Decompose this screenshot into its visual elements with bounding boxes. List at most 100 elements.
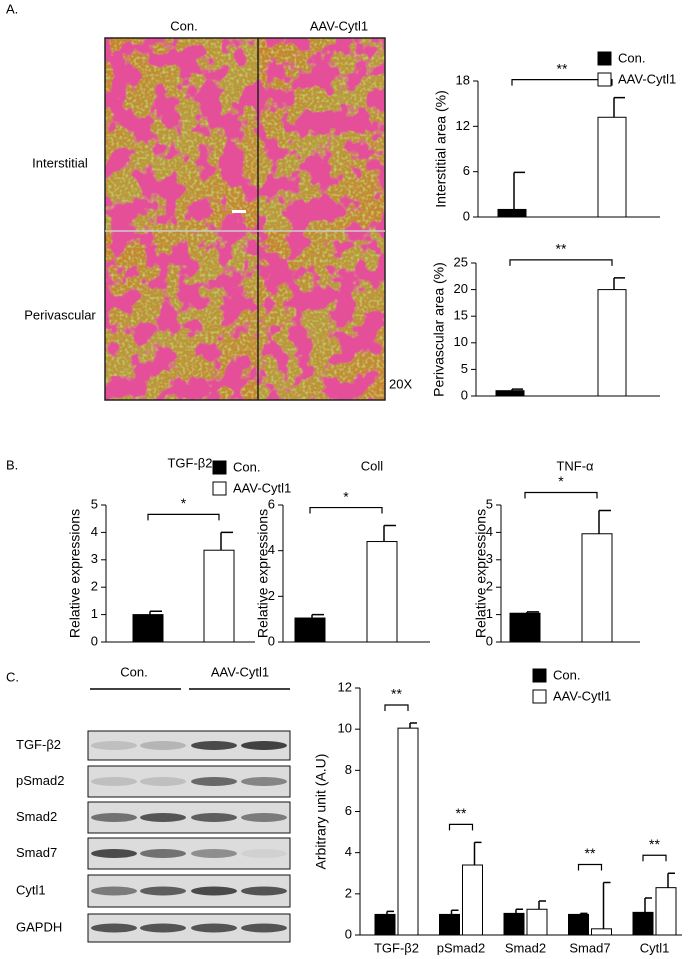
significance-label: ** bbox=[556, 241, 567, 257]
panel-label: C. bbox=[6, 669, 19, 684]
blot-band bbox=[140, 886, 186, 896]
y-tick-label: 10 bbox=[454, 334, 468, 349]
error-bar bbox=[667, 872, 675, 888]
significance-bracket bbox=[309, 506, 383, 514]
blot-band bbox=[191, 777, 237, 786]
blot-row-label: Smad7 bbox=[16, 845, 57, 860]
blot-band bbox=[91, 777, 137, 786]
y-tick-label: 8 bbox=[345, 762, 352, 777]
blot-band bbox=[91, 886, 137, 896]
y-tick-label: 2 bbox=[91, 579, 98, 594]
error-bar bbox=[149, 610, 162, 615]
blot-band bbox=[191, 813, 237, 822]
blot-row-label: GAPDH bbox=[16, 919, 62, 934]
histology-images bbox=[104, 37, 386, 401]
y-tick-label: 5 bbox=[486, 496, 493, 511]
x-tick-label: Smad7 bbox=[569, 940, 610, 955]
chart-title: TGF-β2 bbox=[167, 455, 212, 470]
error-bar bbox=[613, 277, 625, 290]
error-bar bbox=[220, 531, 233, 551]
bar bbox=[397, 727, 419, 936]
y-tick-label: 4 bbox=[486, 524, 493, 539]
error-bar bbox=[473, 841, 482, 866]
y-tick-label: 4 bbox=[268, 542, 275, 557]
y-tick-label: 2 bbox=[486, 579, 493, 594]
y-tick-label: 3 bbox=[486, 551, 493, 566]
panel-label: B. bbox=[6, 457, 18, 472]
legend-swatch bbox=[597, 72, 612, 87]
y-axis-label: Relative expressions bbox=[255, 509, 271, 638]
histology-image bbox=[258, 231, 385, 400]
blot-row-label: pSmad2 bbox=[16, 773, 64, 788]
y-tick-label: 5 bbox=[91, 496, 98, 511]
significance-bracket bbox=[511, 79, 613, 86]
bar bbox=[597, 116, 627, 218]
legend-label: AAV-Cytl1 bbox=[553, 688, 611, 703]
error-bar bbox=[383, 524, 396, 542]
y-tick-label: 4 bbox=[91, 524, 98, 539]
blot-band bbox=[191, 849, 237, 858]
blot-row-label: Cytl1 bbox=[16, 882, 46, 897]
bar bbox=[374, 913, 396, 936]
y-tick-label: 0 bbox=[486, 633, 493, 648]
error-bar bbox=[579, 912, 588, 915]
blot-band bbox=[191, 923, 237, 933]
error-bar bbox=[515, 908, 523, 914]
y-tick-label: 5 bbox=[461, 361, 468, 376]
error-bar bbox=[409, 722, 417, 729]
blot-band bbox=[241, 886, 287, 896]
legend-label: AAV-Cytl1 bbox=[618, 71, 676, 86]
image-frame bbox=[104, 37, 386, 401]
blot-band bbox=[241, 923, 287, 933]
y-tick-label: 0 bbox=[91, 633, 98, 648]
blot-row-label: Smad2 bbox=[16, 809, 57, 824]
bar bbox=[568, 913, 589, 936]
blot-band bbox=[140, 777, 186, 786]
significance-bracket bbox=[147, 513, 220, 521]
y-axis-label: Relative expressions bbox=[473, 509, 489, 638]
bar bbox=[509, 612, 541, 643]
blot-band bbox=[91, 741, 137, 750]
blot-band bbox=[140, 813, 186, 822]
significance-bracket bbox=[509, 259, 613, 266]
image-column-label: Con. bbox=[170, 18, 197, 33]
histology-image bbox=[258, 38, 385, 231]
y-tick-label: 25 bbox=[454, 254, 468, 269]
blot-band bbox=[140, 741, 186, 750]
error-bar bbox=[644, 897, 652, 913]
blot-band bbox=[140, 923, 186, 933]
bar bbox=[597, 289, 627, 397]
blot-group-label: AAV-Cytl1 bbox=[211, 664, 269, 679]
y-tick-label: 15 bbox=[454, 308, 468, 323]
significance-bracket bbox=[524, 491, 598, 499]
blot-row-label: TGF-β2 bbox=[16, 737, 61, 752]
error-bar bbox=[511, 388, 523, 391]
legend-label: Con. bbox=[233, 459, 260, 474]
scale-bar bbox=[232, 210, 246, 213]
bar bbox=[294, 617, 326, 643]
significance-bracket bbox=[642, 854, 667, 862]
blot-band bbox=[91, 923, 137, 933]
x-tick-label: pSmad2 bbox=[437, 940, 485, 955]
error-bar bbox=[602, 881, 611, 929]
bar bbox=[495, 390, 525, 397]
y-tick-label: 10 bbox=[338, 721, 352, 736]
bar bbox=[203, 549, 235, 643]
bar bbox=[439, 913, 460, 936]
y-axis-label: Interstitial area (%) bbox=[433, 90, 449, 207]
y-tick-label: 0 bbox=[345, 926, 352, 941]
blot-band bbox=[241, 849, 287, 858]
chart-title: TNF-α bbox=[556, 458, 594, 473]
bar bbox=[581, 533, 613, 643]
blot-band bbox=[91, 813, 137, 822]
significance-bracket bbox=[577, 863, 603, 871]
image-row-label: Perivascular bbox=[24, 307, 96, 322]
y-tick-label: 1 bbox=[486, 606, 493, 621]
y-tick-label: 0 bbox=[268, 633, 275, 648]
magnification-label: 20X bbox=[389, 376, 412, 391]
blot-band bbox=[91, 849, 137, 858]
bar bbox=[632, 911, 654, 936]
legend-swatch bbox=[532, 689, 547, 704]
y-axis-label: Relative expressions bbox=[67, 509, 83, 638]
y-tick-label: 2 bbox=[268, 588, 275, 603]
